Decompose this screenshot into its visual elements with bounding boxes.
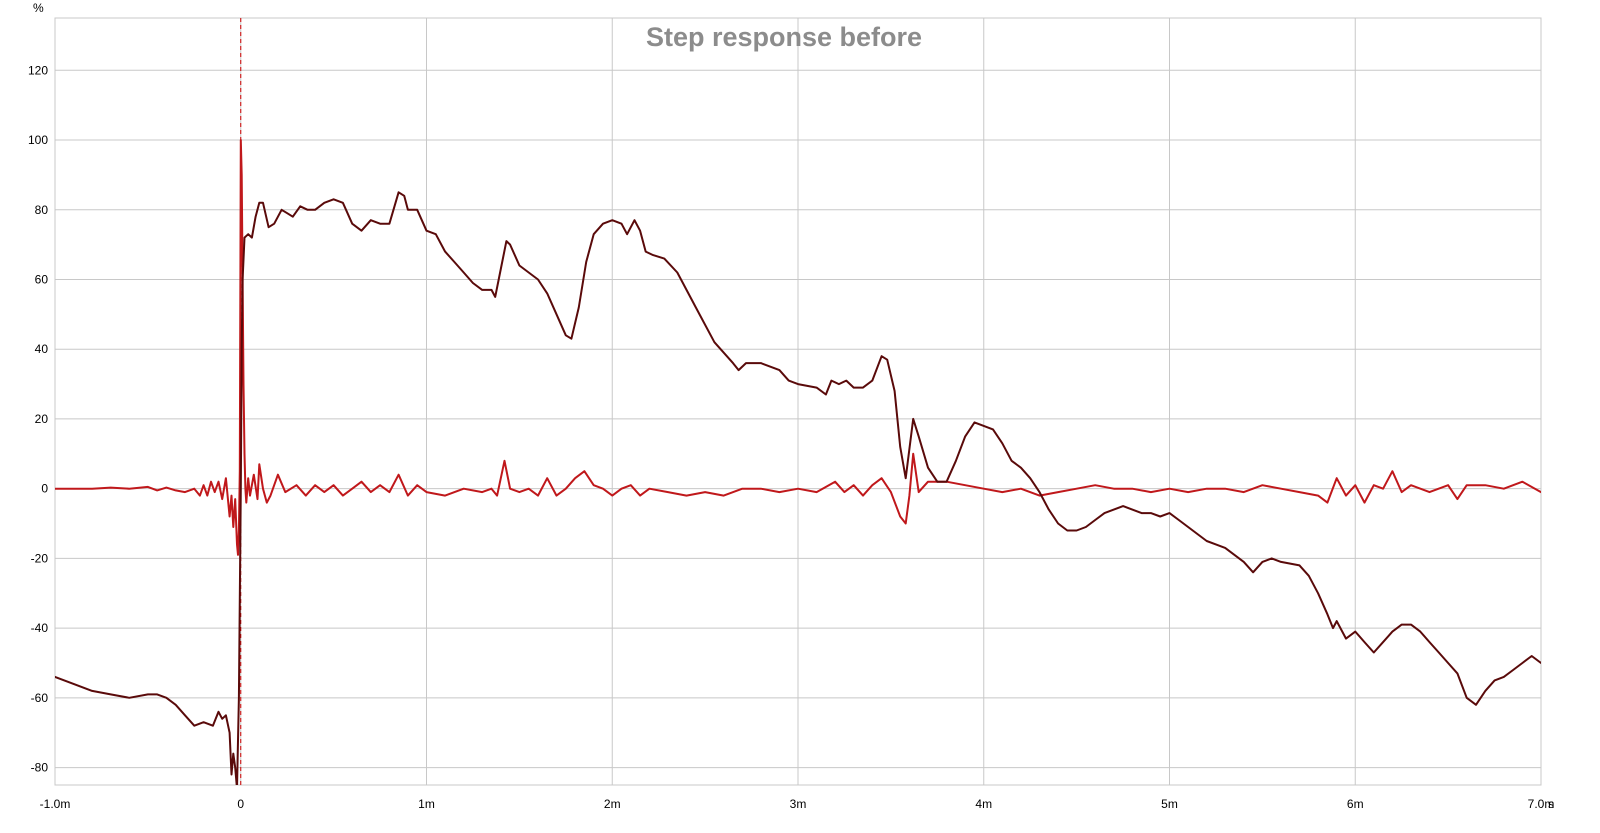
- x-tick-label: 5m: [1161, 797, 1178, 811]
- series-line-1: [55, 139, 1541, 556]
- x-tick-label: 6m: [1347, 797, 1364, 811]
- y-tick-label: 60: [35, 272, 49, 286]
- y-tick-label: 20: [35, 412, 49, 426]
- y-axis-ticks: 120 100 80 60 40 20 0 -20 -40 -60 -80: [28, 63, 48, 774]
- series-line-2: [55, 191, 1541, 785]
- y-tick-label: -60: [31, 691, 49, 705]
- grid-lines: [54, 18, 1542, 785]
- x-tick-label: 3m: [790, 797, 807, 811]
- x-tick-label: 2m: [604, 797, 621, 811]
- x-axis-ticks: -1.0m 0 1m 2m 3m 4m 5m 6m 7.0m: [40, 797, 1555, 811]
- y-tick-label: -20: [31, 551, 49, 565]
- y-tick-label: 100: [28, 133, 48, 147]
- x-tick-label: 0: [237, 797, 244, 811]
- y-axis-unit: %: [33, 1, 44, 15]
- y-tick-label: -80: [31, 761, 49, 775]
- y-tick-label: -40: [31, 621, 49, 635]
- x-tick-label: 1m: [418, 797, 435, 811]
- chart-title: Step response before: [646, 22, 922, 52]
- y-tick-label: 120: [28, 63, 48, 77]
- series-lines: [55, 139, 1541, 785]
- x-axis-unit: s: [1548, 797, 1554, 811]
- y-tick-label: 0: [41, 482, 48, 496]
- x-tick-label: 4m: [975, 797, 992, 811]
- y-tick-label: 40: [35, 342, 49, 356]
- y-tick-label: 80: [35, 203, 49, 217]
- x-tick-label: -1.0m: [40, 797, 71, 811]
- x-tick-label: 7.0m: [1528, 797, 1555, 811]
